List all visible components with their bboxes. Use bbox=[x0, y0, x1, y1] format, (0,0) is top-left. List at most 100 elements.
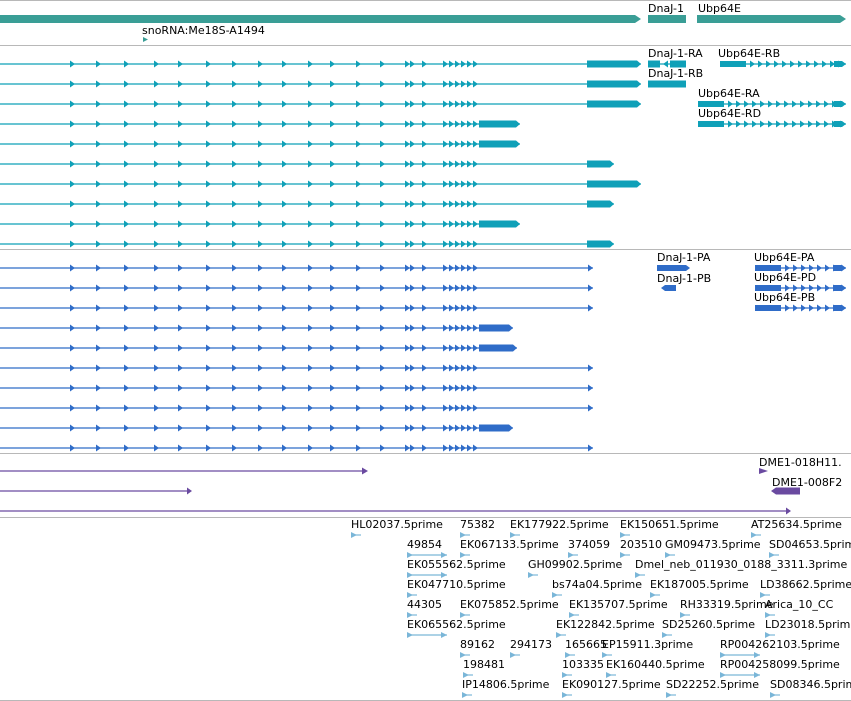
ubp64e-rd-end[interactable] bbox=[834, 121, 846, 127]
transcript-label-ubp64e-ra[interactable]: Ubp64E-RA bbox=[698, 87, 760, 100]
dnaj1-ra-exon2[interactable] bbox=[670, 60, 686, 68]
transcript-label-dnaj1-ra[interactable]: DnaJ-1-RA bbox=[648, 47, 703, 60]
ubp64e-pd-end[interactable] bbox=[834, 285, 846, 291]
est-label[interactable]: RP004258099.5prime bbox=[720, 658, 840, 671]
est-label[interactable]: EK090127.5prime bbox=[562, 678, 661, 691]
ubp64e-pb-exon[interactable] bbox=[755, 305, 781, 311]
exon-block[interactable] bbox=[587, 60, 641, 68]
est-label[interactable]: EP15911.3prime bbox=[602, 638, 693, 651]
est-label[interactable]: EK055562.5prime bbox=[407, 558, 506, 571]
ubp64e-pa-exon[interactable] bbox=[755, 265, 781, 271]
exon-block[interactable] bbox=[479, 220, 520, 228]
protein-label-ubp64e-pd[interactable]: Ubp64E-PD bbox=[754, 271, 816, 284]
ubp64e-ra-end[interactable] bbox=[834, 101, 846, 107]
exon-arrow-icon bbox=[356, 324, 361, 332]
est-label[interactable]: EK047710.5prime bbox=[407, 578, 506, 591]
gene-bar-dnaj1[interactable] bbox=[648, 15, 686, 23]
exon-block[interactable] bbox=[479, 140, 520, 148]
dnaj1-rb-exon[interactable] bbox=[648, 80, 686, 88]
transcript-label-dnaj1-rb[interactable]: DnaJ-1-RB bbox=[648, 67, 703, 80]
exon-block[interactable] bbox=[587, 100, 641, 108]
exon-block[interactable] bbox=[587, 200, 614, 208]
exon-arrow-icon bbox=[96, 60, 101, 68]
gene-label-snorna[interactable]: snoRNA:Me18S-A1494 bbox=[142, 24, 265, 37]
est-label[interactable]: EK067133.5prime bbox=[460, 538, 559, 551]
ubp64e-pa-end[interactable] bbox=[834, 265, 846, 271]
ubp64e-rb-exon[interactable] bbox=[720, 61, 746, 67]
exon-arrow-icon bbox=[443, 424, 448, 432]
est-label[interactable]: 165665 bbox=[565, 638, 607, 651]
est-label[interactable]: EK187005.5prime bbox=[650, 578, 749, 591]
est-label[interactable]: SD22252.5prime bbox=[666, 678, 759, 691]
protein-label-dnaj1-pa[interactable]: DnaJ-1-PA bbox=[657, 251, 711, 264]
exon-block[interactable] bbox=[587, 160, 614, 168]
est-label[interactable]: Dmel_neb_011930_0188_3311.3prime bbox=[635, 558, 847, 571]
est-label[interactable]: LD23018.5prime bbox=[765, 618, 851, 631]
ubp64e-pd-exon[interactable] bbox=[755, 285, 781, 291]
est-label[interactable]: EK177922.5prime bbox=[510, 518, 609, 531]
exon-block[interactable] bbox=[479, 120, 520, 128]
exon-arrow-icon bbox=[422, 200, 427, 208]
gene-bar-main[interactable] bbox=[0, 15, 641, 23]
est-label[interactable]: RH33319.5prime bbox=[680, 598, 774, 611]
dnaj1-pb-block[interactable] bbox=[661, 285, 676, 291]
est-label[interactable]: 89162 bbox=[460, 638, 495, 651]
ubp64e-pb-end[interactable] bbox=[834, 305, 846, 311]
ncrna-label-008f2[interactable]: DME1-008F2 bbox=[772, 476, 842, 489]
gene-bar-ubp64e[interactable] bbox=[697, 15, 846, 23]
est-label[interactable]: HL02037.5prime bbox=[351, 518, 443, 531]
est-arrow-icon bbox=[463, 672, 469, 678]
exon-arrow-icon bbox=[282, 304, 287, 312]
exon-block[interactable] bbox=[479, 324, 513, 332]
est-label[interactable]: EK160440.5prime bbox=[606, 658, 705, 671]
ubp64e-ra-exon[interactable] bbox=[698, 101, 724, 107]
est-label[interactable]: GH09902.5prime bbox=[528, 558, 623, 571]
est-label[interactable]: EK150651.5prime bbox=[620, 518, 719, 531]
est-label[interactable]: AT25634.5prime bbox=[751, 518, 842, 531]
exon-block[interactable] bbox=[479, 424, 513, 432]
est-label[interactable]: bs74a04.5prime bbox=[552, 578, 642, 591]
est-label[interactable]: RP004262103.5prime bbox=[720, 638, 840, 651]
est-label[interactable]: SD04653.5prime bbox=[769, 538, 851, 551]
ncrna-label-018h11[interactable]: DME1-018H11. bbox=[759, 456, 842, 469]
est-label[interactable]: Arica_10_CC bbox=[765, 598, 834, 611]
exon-block[interactable] bbox=[587, 180, 641, 188]
gene-label-dnaj1[interactable]: DnaJ-1 bbox=[648, 2, 684, 15]
est-label[interactable]: 198481 bbox=[463, 658, 505, 671]
dnaj1-ra-exon[interactable] bbox=[648, 60, 660, 68]
transcript-label-ubp64e-rd[interactable]: Ubp64E-RD bbox=[698, 107, 761, 120]
ncrna-018h11-block[interactable] bbox=[759, 468, 768, 474]
est-label[interactable]: 203510 bbox=[620, 538, 662, 551]
transcript-label-ubp64e-rb[interactable]: Ubp64E-RB bbox=[718, 47, 780, 60]
exon-arrow-icon bbox=[467, 384, 472, 392]
est-label[interactable]: SD08346.5prime bbox=[770, 678, 851, 691]
est-label[interactable]: EK075852.5prime bbox=[460, 598, 559, 611]
est-label[interactable]: 75382 bbox=[460, 518, 495, 531]
est-label[interactable]: SD25260.5prime bbox=[662, 618, 755, 631]
exon-block[interactable] bbox=[587, 240, 614, 248]
protein-label-dnaj1-pb[interactable]: DnaJ-1-PB bbox=[657, 272, 711, 285]
est-label[interactable]: 49854 bbox=[407, 538, 442, 551]
est-label[interactable]: 103335 bbox=[562, 658, 604, 671]
protein-label-ubp64e-pa[interactable]: Ubp64E-PA bbox=[754, 251, 815, 264]
est-label[interactable]: 44305 bbox=[407, 598, 442, 611]
dnaj1-pa-block[interactable] bbox=[657, 265, 690, 271]
exon-block[interactable] bbox=[479, 344, 517, 352]
gene-label-ubp64e[interactable]: Ubp64E bbox=[698, 2, 741, 15]
exon-arrow-icon bbox=[422, 404, 427, 412]
exon-block[interactable] bbox=[587, 80, 641, 88]
est-label[interactable]: 294173 bbox=[510, 638, 552, 651]
ubp64e-rd-exon[interactable] bbox=[698, 121, 724, 127]
est-label[interactable]: EK135707.5prime bbox=[569, 598, 668, 611]
protein-label-ubp64e-pb[interactable]: Ubp64E-PB bbox=[754, 291, 815, 304]
est-label[interactable]: EK065562.5prime bbox=[407, 618, 506, 631]
ubp64e-rb-end[interactable] bbox=[834, 61, 846, 67]
est-label[interactable]: EK122842.5prime bbox=[556, 618, 655, 631]
est-label[interactable]: LD38662.5prime bbox=[760, 578, 851, 591]
est-label[interactable]: IP14806.5prime bbox=[462, 678, 550, 691]
est-label[interactable]: 374059 bbox=[568, 538, 610, 551]
exon-arrow-icon bbox=[405, 80, 410, 88]
est-label[interactable]: GM09473.5prime bbox=[665, 538, 761, 551]
ncrna-008f2-block[interactable] bbox=[771, 487, 800, 495]
